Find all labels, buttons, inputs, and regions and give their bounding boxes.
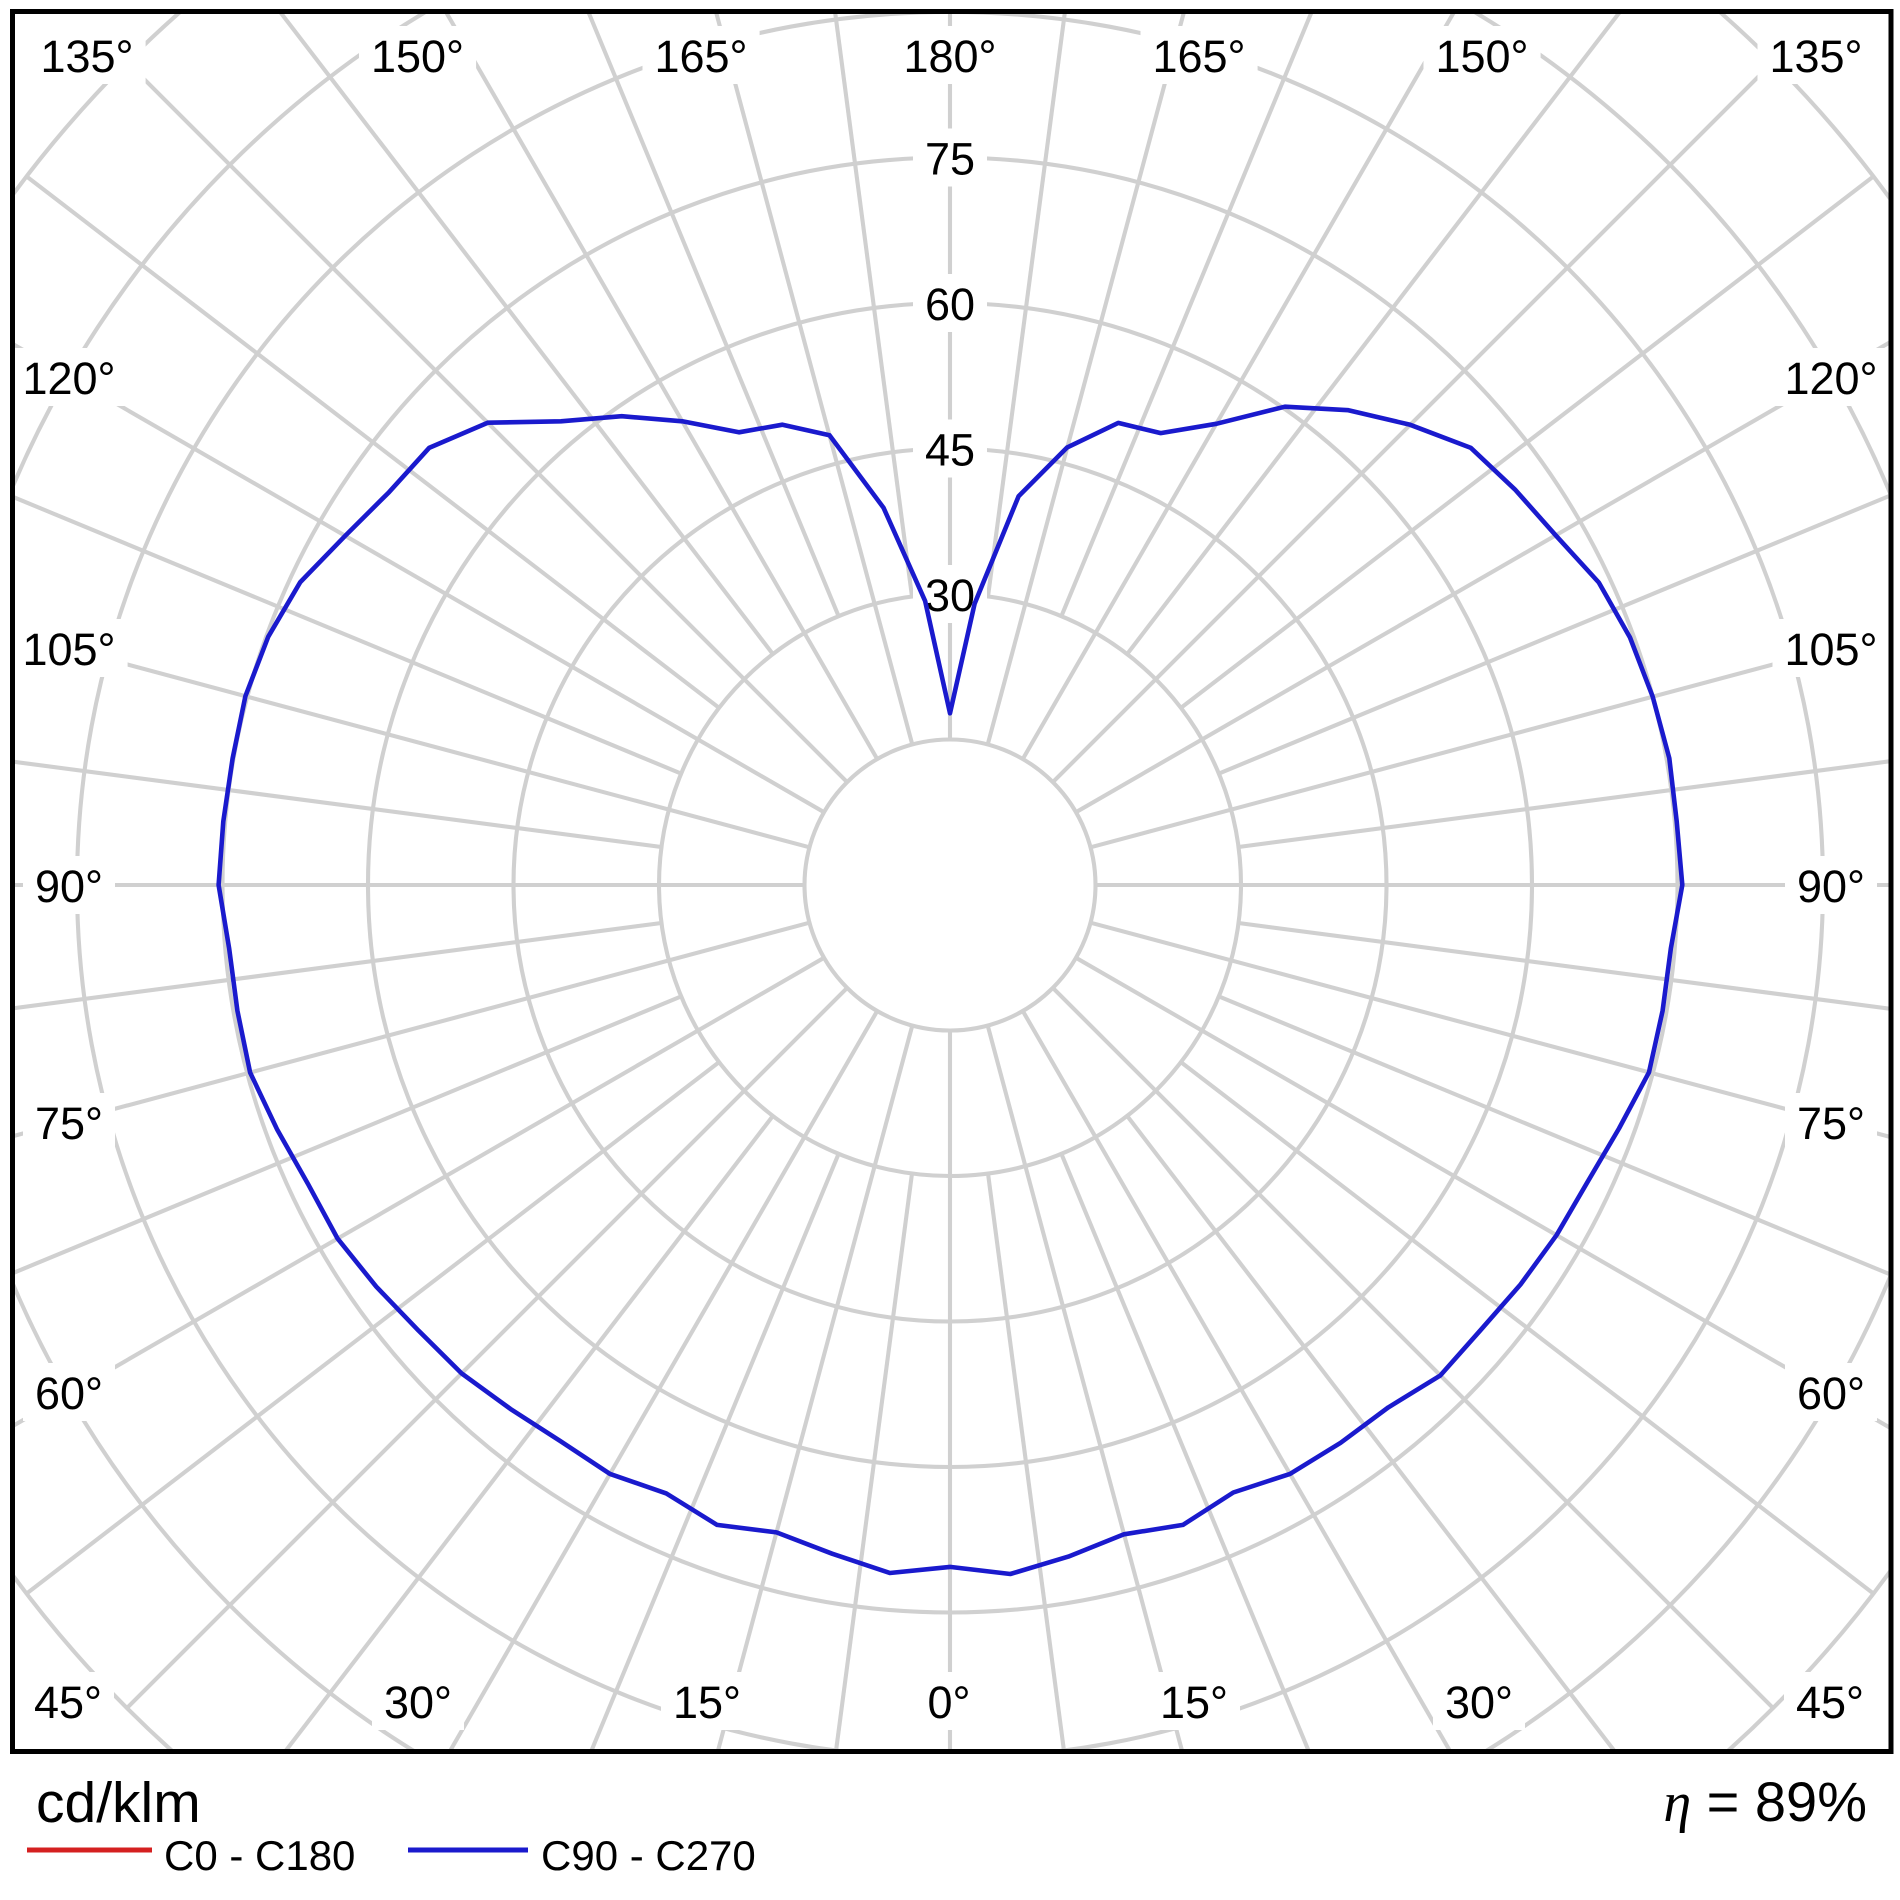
svg-text:60: 60 (925, 279, 975, 330)
svg-text:45°: 45° (34, 1677, 102, 1728)
svg-text:75°: 75° (1797, 1098, 1865, 1149)
svg-text:15°: 15° (1160, 1677, 1228, 1728)
svg-text:120°: 120° (22, 353, 115, 404)
svg-text:30: 30 (925, 570, 975, 621)
svg-text:75: 75 (925, 134, 975, 185)
svg-text:165°: 165° (1152, 31, 1245, 82)
svg-text:60°: 60° (1797, 1368, 1865, 1419)
svg-text:105°: 105° (1784, 624, 1877, 675)
svg-text:η = 89%: η = 89% (1663, 1770, 1867, 1834)
svg-text:150°: 150° (1435, 31, 1528, 82)
svg-text:C90 - C270: C90 - C270 (541, 1832, 756, 1879)
svg-text:C0 - C180: C0 - C180 (164, 1832, 355, 1879)
svg-text:90°: 90° (1797, 861, 1865, 912)
svg-text:75°: 75° (35, 1098, 103, 1149)
svg-text:180°: 180° (903, 31, 996, 82)
svg-text:cd/klm: cd/klm (36, 1771, 201, 1835)
svg-text:135°: 135° (1769, 31, 1862, 82)
svg-text:30°: 30° (1445, 1677, 1513, 1728)
svg-text:0°: 0° (927, 1677, 970, 1728)
svg-text:165°: 165° (654, 31, 747, 82)
svg-text:60°: 60° (35, 1368, 103, 1419)
svg-text:45°: 45° (1796, 1677, 1864, 1728)
svg-text:120°: 120° (1784, 353, 1877, 404)
svg-text:135°: 135° (40, 31, 133, 82)
svg-text:150°: 150° (371, 31, 464, 82)
svg-text:45: 45 (925, 425, 975, 476)
svg-text:90°: 90° (35, 861, 103, 912)
svg-text:30°: 30° (384, 1677, 452, 1728)
svg-text:15°: 15° (673, 1677, 741, 1728)
svg-text:105°: 105° (22, 624, 115, 675)
